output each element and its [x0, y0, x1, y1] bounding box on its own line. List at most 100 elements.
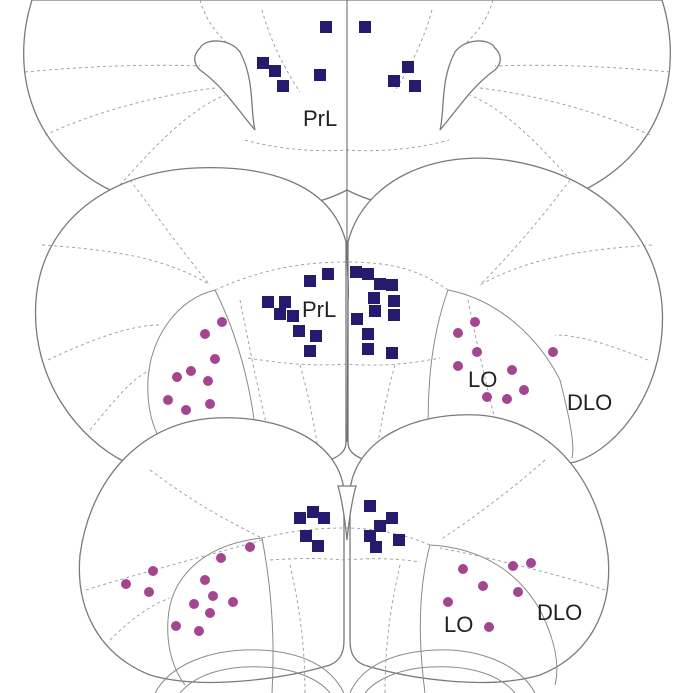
label-mid-lo: LO: [468, 367, 497, 392]
circle-marker: [453, 361, 463, 371]
circle-marker: [458, 564, 468, 574]
square-markers: [257, 21, 421, 553]
square-marker: [304, 275, 316, 287]
square-marker: [359, 21, 371, 33]
square-marker: [393, 534, 405, 546]
bot-left-lo-outline: [167, 537, 263, 686]
bot-dash-8: [289, 564, 306, 693]
circle-marker: [470, 317, 480, 327]
square-marker: [350, 266, 362, 278]
mid-dash-6: [554, 334, 649, 361]
label-mid-dlo: DLO: [567, 390, 612, 415]
mid-dash-11: [467, 299, 506, 461]
bot-dash-9: [384, 564, 401, 693]
top-dash-3: [119, 94, 226, 186]
bot-dash-4: [439, 547, 606, 591]
circle-markers: [121, 317, 558, 636]
square-marker: [369, 305, 381, 317]
square-marker: [386, 279, 398, 291]
square-marker: [364, 500, 376, 512]
square-marker: [318, 512, 330, 524]
square-marker: [293, 325, 305, 337]
square-marker: [362, 343, 374, 355]
label-bot-dlo: DLO: [537, 600, 582, 625]
circle-marker: [484, 622, 494, 632]
circle-marker: [482, 392, 492, 402]
label-top-prl: PrL: [303, 106, 337, 131]
circle-marker: [472, 347, 482, 357]
circle-marker: [453, 328, 463, 338]
label-mid-prl: PrL: [302, 297, 336, 322]
circle-marker: [548, 347, 558, 357]
square-marker: [362, 268, 374, 280]
mid-dash-7: [479, 179, 571, 286]
circle-marker: [478, 581, 488, 591]
square-marker: [388, 295, 400, 307]
square-marker: [388, 75, 400, 87]
square-marker: [274, 308, 286, 320]
top-dash-5: [494, 64, 671, 73]
circle-marker: [502, 394, 512, 404]
square-marker: [310, 330, 322, 342]
bot-left-boundary: [261, 537, 274, 693]
mid-right-lo-outline: [447, 289, 574, 459]
top-dash-4: [199, 0, 229, 45]
square-marker: [287, 310, 299, 322]
square-marker: [322, 268, 334, 280]
circle-marker: [443, 597, 453, 607]
section-middle: PrL LO DLO: [34, 157, 664, 475]
circle-marker: [172, 372, 182, 382]
section-bottom-left-hemisphere: [78, 417, 345, 684]
square-marker: [402, 61, 414, 73]
top-dash-8: [464, 0, 494, 45]
square-marker: [314, 69, 326, 81]
bot-right-bulb-outer: [349, 649, 536, 693]
circle-marker: [194, 626, 204, 636]
bot-dash-5: [439, 459, 546, 541]
bot-right-boundary: [419, 544, 431, 693]
mid-dash-5: [479, 244, 653, 286]
square-marker: [294, 512, 306, 524]
square-marker: [300, 530, 312, 542]
square-marker: [374, 278, 386, 290]
section-top-left-lobe: [194, 40, 256, 131]
circle-marker: [245, 542, 255, 552]
circle-marker: [519, 385, 529, 395]
circle-marker: [205, 399, 215, 409]
bot-left-bulb-outer: [154, 649, 345, 693]
section-top-right-lobe: [439, 40, 501, 131]
mid-dash-9: [247, 357, 441, 366]
circle-marker: [526, 558, 536, 568]
square-marker: [388, 309, 400, 321]
square-marker: [368, 292, 380, 304]
top-dash-7: [469, 94, 576, 186]
section-bottom-right-hemisphere: [349, 414, 610, 684]
circle-marker: [228, 597, 238, 607]
mid-dash-2: [47, 324, 161, 361]
circle-marker: [513, 587, 523, 597]
circle-marker: [163, 395, 173, 405]
circle-marker: [508, 561, 518, 571]
square-marker: [304, 345, 316, 357]
square-marker: [312, 540, 324, 552]
mid-dash-8: [214, 261, 449, 291]
square-marker: [386, 512, 398, 524]
circle-marker: [217, 317, 227, 327]
square-marker: [307, 506, 319, 518]
circle-marker: [216, 553, 226, 563]
square-marker: [362, 328, 374, 340]
bot-dash-1: [85, 539, 263, 591]
bot-dash-7: [269, 558, 421, 563]
top-dash-6: [479, 87, 651, 136]
square-marker: [364, 530, 376, 542]
square-marker: [386, 347, 398, 359]
mid-dash-3: [89, 369, 151, 431]
circle-marker: [144, 587, 154, 597]
circle-marker: [189, 599, 199, 609]
midline: [346, 0, 350, 443]
square-marker: [262, 296, 274, 308]
section-bottom-notch: [337, 485, 357, 541]
bot-left-bulb-inner: [179, 666, 331, 693]
circle-marker: [200, 575, 210, 585]
circle-marker: [210, 354, 220, 364]
